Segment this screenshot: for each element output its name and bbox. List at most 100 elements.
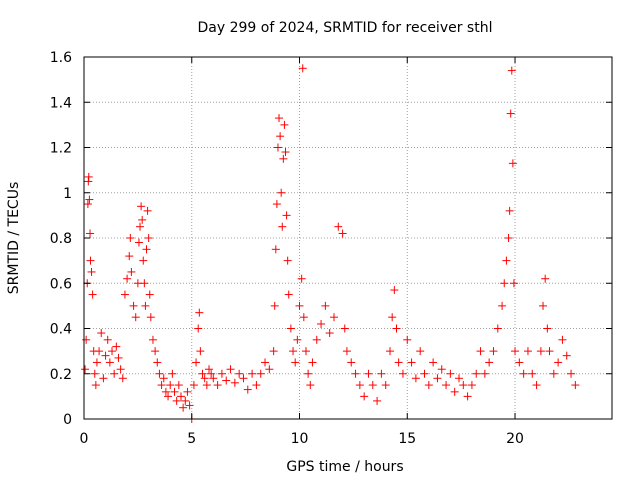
data-point xyxy=(270,301,279,310)
data-point xyxy=(183,387,192,396)
data-point xyxy=(329,313,338,322)
data-point xyxy=(252,381,261,390)
data-point xyxy=(192,358,201,367)
y-tick-label: 0.2 xyxy=(50,367,72,383)
data-point xyxy=(85,195,94,204)
data-point xyxy=(424,381,433,390)
data-point xyxy=(472,369,481,378)
x-tick-label: 20 xyxy=(506,431,524,447)
data-point xyxy=(317,319,326,328)
data-point xyxy=(284,290,293,299)
data-point xyxy=(304,369,313,378)
data-point xyxy=(286,324,295,333)
data-point xyxy=(394,358,403,367)
data-point xyxy=(504,234,513,242)
data-point xyxy=(398,369,407,378)
data-point xyxy=(101,351,110,360)
data-point xyxy=(505,206,514,215)
data-point xyxy=(161,387,170,396)
data-point xyxy=(536,347,545,356)
data-point xyxy=(164,392,173,401)
data-point xyxy=(114,353,123,362)
data-point xyxy=(280,120,289,129)
data-point xyxy=(509,279,518,288)
data-point xyxy=(388,313,397,322)
data-point xyxy=(129,301,138,310)
data-point xyxy=(185,401,194,410)
data-point xyxy=(373,396,382,405)
data-point xyxy=(541,274,550,283)
data-point xyxy=(571,381,580,390)
y-tick-label: 0.4 xyxy=(50,322,72,338)
data-point xyxy=(176,392,185,401)
data-point xyxy=(127,267,136,276)
x-tick-label: 15 xyxy=(398,431,416,447)
data-point xyxy=(416,347,425,356)
data-point xyxy=(519,369,528,378)
data-point xyxy=(298,64,307,73)
data-point xyxy=(159,374,168,383)
data-point xyxy=(334,222,343,231)
data-point xyxy=(134,238,143,247)
data-point xyxy=(295,301,304,310)
data-point xyxy=(306,381,315,390)
data-point xyxy=(502,256,511,265)
data-point xyxy=(403,335,412,344)
data-point xyxy=(442,381,451,390)
data-point xyxy=(485,358,494,367)
data-point xyxy=(281,148,290,157)
data-point xyxy=(141,301,150,310)
data-point xyxy=(554,358,563,367)
data-point xyxy=(226,365,235,374)
data-point xyxy=(88,290,97,299)
data-point xyxy=(420,369,429,378)
x-tick-label: 0 xyxy=(80,431,89,447)
data-point xyxy=(539,301,548,310)
data-point xyxy=(297,274,306,283)
data-point xyxy=(476,347,485,356)
data-point xyxy=(381,381,390,390)
data-point xyxy=(239,374,248,383)
data-point xyxy=(342,347,351,356)
data-point xyxy=(282,211,291,220)
data-point xyxy=(84,172,93,181)
data-point xyxy=(549,369,558,378)
data-point xyxy=(209,374,218,383)
data-point xyxy=(338,229,347,238)
data-point xyxy=(446,369,455,378)
data-point xyxy=(138,215,147,224)
data-point xyxy=(248,369,257,378)
data-point xyxy=(105,358,114,367)
data-point xyxy=(196,347,205,356)
data-point xyxy=(146,313,155,322)
data-point xyxy=(277,188,286,197)
data-point xyxy=(174,381,183,390)
data-point xyxy=(562,351,571,360)
data-point xyxy=(275,114,284,123)
data-point xyxy=(142,245,151,254)
data-point xyxy=(195,308,204,317)
data-point xyxy=(87,267,96,276)
data-point xyxy=(144,234,153,242)
data-point xyxy=(312,335,321,344)
data-point xyxy=(500,279,509,288)
y-axis-label: SRMTID / TECUs xyxy=(6,182,22,295)
data-point xyxy=(97,329,106,338)
data-point xyxy=(506,109,515,118)
data-point xyxy=(92,358,101,367)
data-point xyxy=(454,374,463,383)
data-point xyxy=(140,279,149,288)
x-tick-label: 5 xyxy=(187,431,196,447)
x-tick-labels: 0 5 10 15 20 xyxy=(80,431,524,447)
y-tick-label: 0.8 xyxy=(50,231,72,247)
data-point xyxy=(200,374,209,383)
data-point xyxy=(86,256,95,265)
data-point xyxy=(123,274,132,283)
data-point xyxy=(213,381,222,390)
data-point xyxy=(170,387,179,396)
y-tick-label: 1.6 xyxy=(50,50,72,66)
data-point xyxy=(411,374,420,383)
data-point xyxy=(125,252,134,261)
data-point xyxy=(235,369,244,378)
